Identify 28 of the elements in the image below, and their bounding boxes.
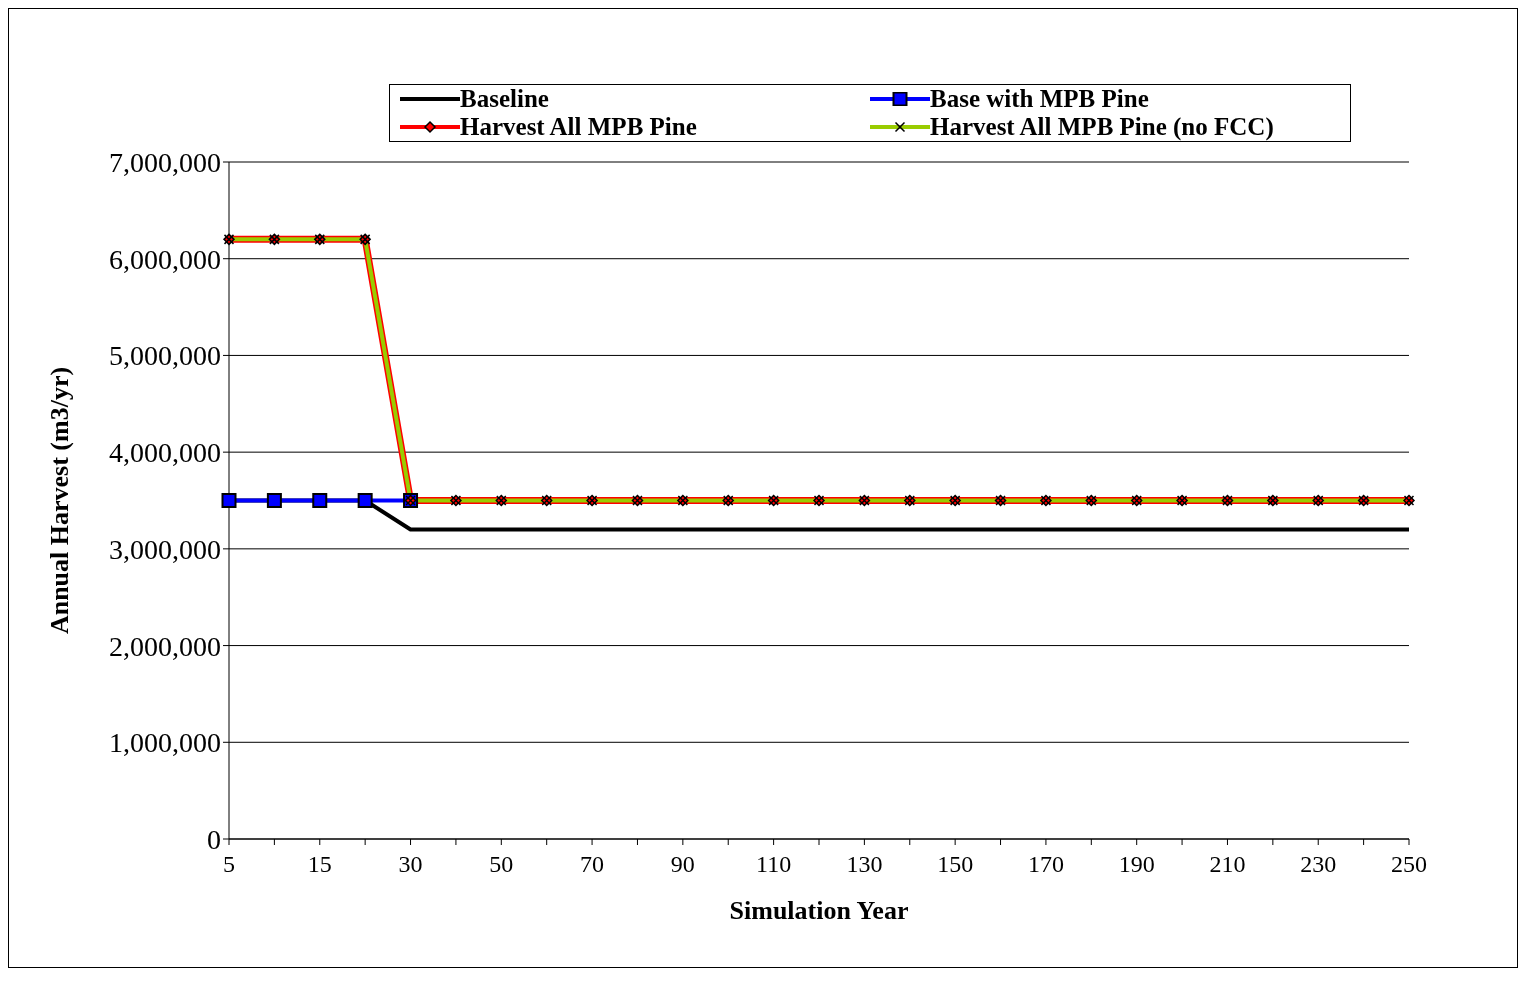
legend-label: Harvest All MPB Pine (460, 113, 697, 141)
x-tick-label: 150 (937, 851, 974, 878)
x-tick-label: 230 (1300, 851, 1337, 878)
x-tick-label: 250 (1391, 851, 1427, 878)
y-tick-label: 4,000,000 (109, 437, 221, 469)
y-tick-label: 0 (207, 823, 221, 855)
legend-label: Base with MPB Pine (930, 85, 1149, 113)
x-tick-label: 15 (307, 851, 332, 878)
x-axis-title: Simulation Year (729, 896, 909, 925)
legend-label: Baseline (460, 85, 549, 113)
y-tick-label: 2,000,000 (109, 630, 221, 662)
x-tick-label: 5 (223, 851, 235, 878)
x-tick-label: 50 (489, 851, 514, 878)
x-tick-label: 170 (1027, 851, 1064, 878)
y-tick-label: 5,000,000 (109, 340, 221, 372)
y-tick-label: 1,000,000 (109, 727, 221, 759)
legend-label: Harvest All MPB Pine (no FCC) (930, 113, 1274, 141)
y-tick-label: 7,000,000 (109, 146, 221, 178)
x-tick-label: 90 (670, 851, 695, 878)
x-tick-label: 30 (398, 851, 423, 878)
y-tick-label: 3,000,000 (109, 533, 221, 565)
x-tick-label: 190 (1118, 851, 1155, 878)
x-tick-label: 110 (756, 851, 792, 878)
x-tick-label: 70 (580, 851, 605, 878)
y-tick-label: 6,000,000 (109, 243, 221, 275)
x-tick-label: 130 (846, 851, 883, 878)
x-tick-label: 210 (1209, 851, 1246, 878)
y-axis-title: Annual Harvest (m3/yr) (45, 366, 75, 635)
